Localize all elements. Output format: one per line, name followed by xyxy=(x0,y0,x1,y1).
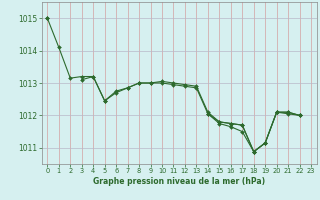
X-axis label: Graphe pression niveau de la mer (hPa): Graphe pression niveau de la mer (hPa) xyxy=(93,177,265,186)
